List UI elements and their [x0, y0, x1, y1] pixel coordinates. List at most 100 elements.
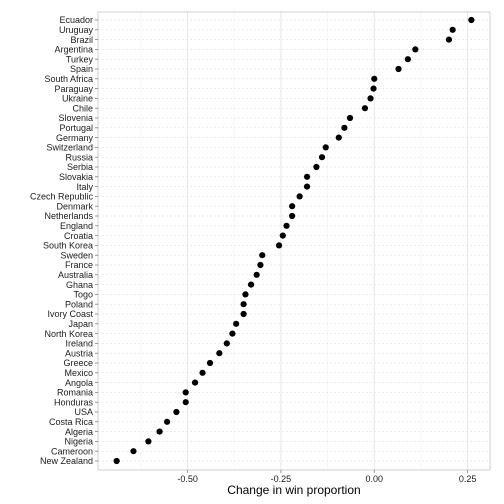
y-tick-label: Slovakia — [59, 172, 93, 182]
data-points — [113, 16, 475, 465]
data-point — [404, 56, 411, 63]
y-tick-label: England — [60, 221, 93, 231]
x-axis-title: Change in win proportion — [227, 483, 360, 497]
y-tick-label: Uruguay — [59, 25, 94, 35]
y-tick-label: Togo — [73, 290, 93, 300]
data-point — [229, 330, 236, 337]
data-point — [371, 75, 378, 82]
y-tick-label: USA — [74, 407, 93, 417]
data-point — [259, 252, 266, 259]
data-point — [289, 203, 296, 210]
y-tick-label: Ecuador — [59, 15, 93, 25]
data-point — [279, 232, 286, 239]
data-point — [303, 173, 311, 180]
y-tick-label: Costa Rica — [49, 417, 93, 427]
data-point — [289, 212, 296, 220]
y-tick-label: Angola — [65, 378, 93, 388]
y-tick-label: Ivory Coast — [47, 309, 93, 319]
data-point — [449, 26, 456, 33]
data-point — [296, 193, 303, 200]
y-tick-label: Paraguay — [54, 84, 93, 94]
data-point — [182, 399, 189, 406]
y-tick-label: North Korea — [44, 329, 93, 339]
data-point — [313, 163, 320, 171]
y-tick-label: South Africa — [44, 74, 93, 84]
data-point — [322, 144, 329, 151]
data-point — [367, 95, 374, 102]
data-point — [395, 65, 402, 73]
y-tick-label: South Korea — [43, 241, 93, 251]
y-tick-label: Portugal — [59, 123, 93, 133]
data-point — [206, 359, 214, 367]
y-tick-label: Poland — [65, 299, 93, 309]
data-point — [240, 310, 247, 318]
y-tick-label: Sweden — [60, 250, 93, 260]
y-tick-label: Japan — [68, 319, 93, 329]
y-tick-label: Denmark — [56, 201, 93, 211]
category-gridlines — [98, 19, 490, 462]
data-point — [242, 291, 249, 298]
y-axis-labels: EcuadorUruguayBrazilArgentinaTurkeySpain… — [30, 15, 98, 466]
y-tick-label: Italy — [76, 182, 93, 192]
y-tick-label: New Zealand — [40, 456, 93, 466]
data-point — [113, 457, 120, 465]
y-tick-label: Turkey — [66, 54, 94, 64]
panel-border — [97, 11, 491, 471]
y-tick-label: Russia — [65, 152, 93, 162]
y-tick-label: Netherlands — [44, 211, 93, 221]
data-point — [370, 85, 377, 92]
y-tick-label: Ukraine — [62, 94, 93, 104]
data-point — [173, 408, 180, 416]
data-point — [468, 16, 475, 24]
y-tick-label: Czech Republic — [30, 192, 94, 202]
x-tick-label: 0.00 — [366, 474, 384, 484]
data-point — [182, 389, 189, 396]
data-point — [191, 379, 199, 386]
data-point — [283, 222, 290, 229]
y-tick-label: Argentina — [54, 45, 93, 55]
data-point — [216, 350, 223, 357]
data-point — [199, 369, 206, 376]
y-tick-label: Cameroon — [51, 446, 93, 456]
data-point — [318, 154, 326, 161]
data-point — [145, 438, 152, 445]
y-tick-label: Mexico — [64, 368, 93, 378]
x-axis-labels: -0.50 -0.25 0.00 0.25 — [177, 474, 476, 484]
data-point — [346, 114, 354, 122]
y-tick-label: Chile — [72, 103, 93, 113]
y-tick-label: Honduras — [54, 397, 94, 407]
y-tick-label: Australia — [58, 270, 93, 280]
y-tick-label: France — [65, 260, 93, 270]
panel-background — [98, 12, 490, 470]
data-point — [233, 320, 240, 327]
data-point — [361, 105, 369, 112]
data-point — [163, 418, 171, 425]
y-tick-label: Switzerland — [46, 143, 93, 153]
x-tick-label: 0.25 — [459, 474, 477, 484]
data-point — [257, 261, 264, 269]
y-tick-label: Austria — [65, 348, 93, 358]
data-point — [341, 124, 348, 131]
x-axis-ticks — [187, 470, 469, 473]
data-point — [223, 340, 230, 347]
y-tick-label: Croatia — [64, 231, 93, 241]
y-tick-label: Slovenia — [58, 113, 93, 123]
y-tick-label: Spain — [70, 64, 93, 74]
data-point — [412, 46, 419, 53]
data-point — [335, 134, 342, 141]
data-point — [156, 428, 163, 435]
data-point — [240, 301, 247, 308]
y-tick-label: Nigeria — [64, 437, 93, 447]
data-point — [275, 242, 283, 249]
data-point — [253, 271, 260, 278]
x-tick-label: -0.25 — [271, 474, 292, 484]
y-tick-label: Romania — [57, 388, 93, 398]
y-tick-label: Ireland — [65, 339, 93, 349]
y-tick-label: Ghana — [66, 280, 93, 290]
y-tick-label: Brazil — [70, 35, 93, 45]
y-tick-label: Greece — [63, 358, 93, 368]
data-point — [130, 448, 137, 455]
y-tick-label: Algeria — [65, 427, 93, 437]
y-tick-label: Germany — [56, 133, 94, 143]
